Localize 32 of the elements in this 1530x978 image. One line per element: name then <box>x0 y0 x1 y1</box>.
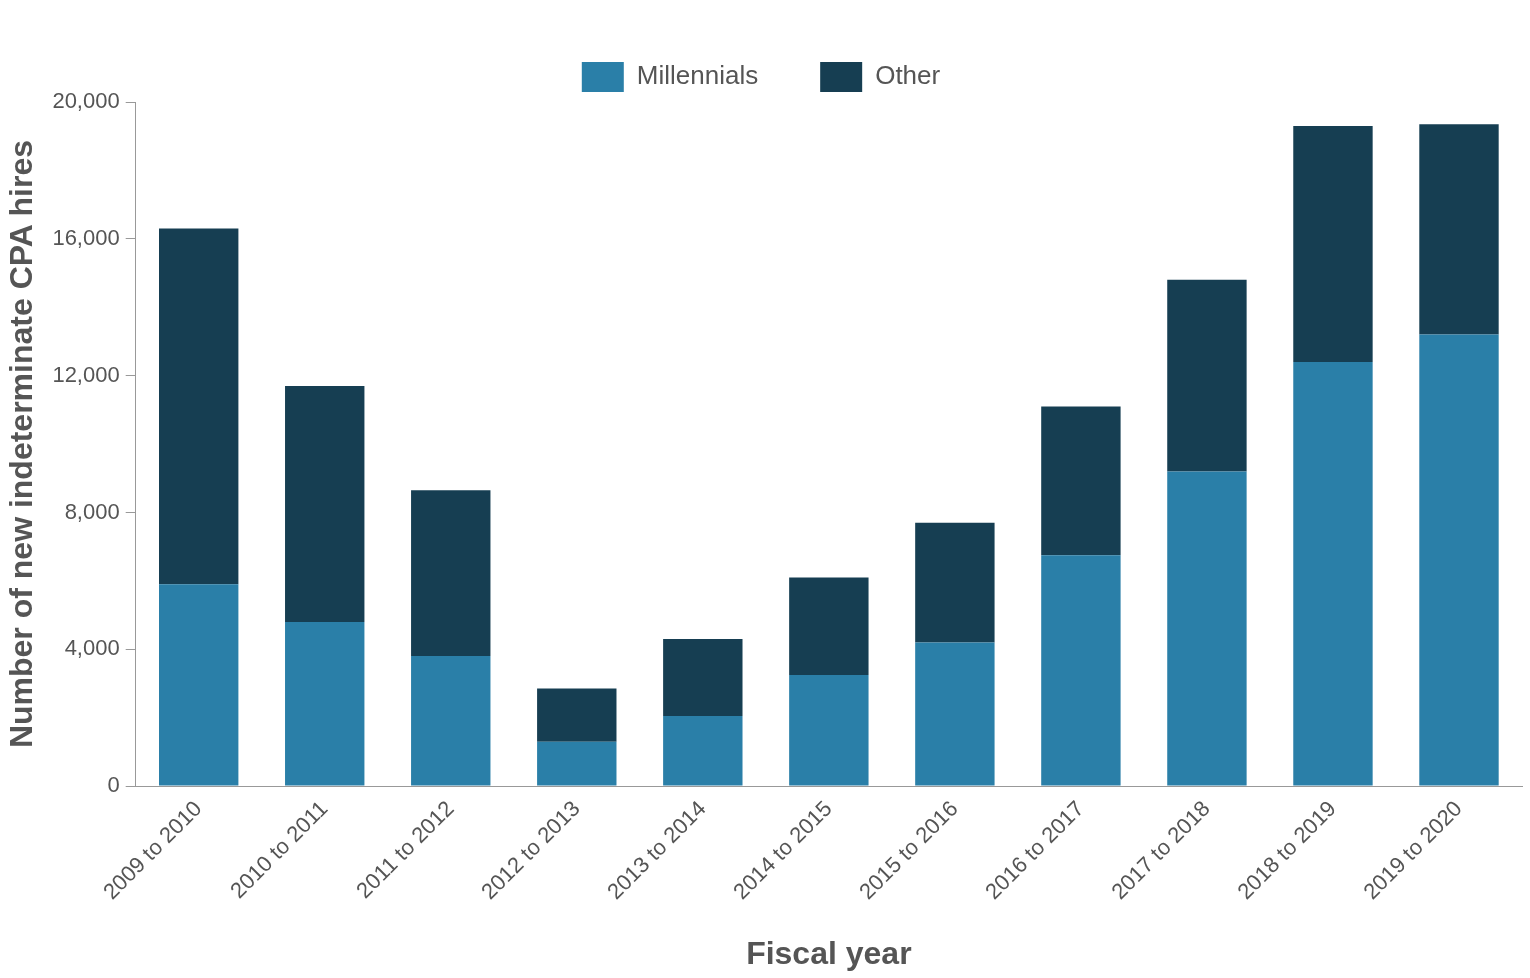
bar <box>915 522 995 643</box>
bar <box>411 490 491 657</box>
y-axis-title: Number of new indeterminate CPA hires <box>3 140 40 749</box>
bar <box>1293 125 1373 362</box>
bar <box>789 674 869 786</box>
y-tick-label: 12,000 <box>52 361 120 387</box>
y-tick-label: 8,000 <box>64 498 120 524</box>
y-tick-label: 20,000 <box>52 88 120 114</box>
bar <box>1167 279 1247 472</box>
bar <box>1041 555 1121 786</box>
x-axis-title: Fiscal year <box>746 934 912 971</box>
bar <box>1167 471 1247 786</box>
bar <box>537 688 617 742</box>
legend-label: Other <box>875 60 941 91</box>
y-tick-label: 16,000 <box>52 224 120 250</box>
bar <box>789 577 869 675</box>
bar <box>1293 361 1373 786</box>
bar <box>537 741 617 786</box>
bar <box>285 385 365 622</box>
bar <box>411 656 491 786</box>
bar <box>1419 334 1499 786</box>
bar <box>1419 124 1499 335</box>
bar <box>159 228 239 585</box>
bar <box>285 621 365 786</box>
y-tick-label: 4,000 <box>64 635 120 661</box>
y-tick-label: 0 <box>107 772 120 798</box>
bar <box>915 642 995 786</box>
bar <box>159 584 239 786</box>
bar <box>1041 406 1121 556</box>
bar <box>663 715 743 786</box>
bar <box>663 639 743 716</box>
legend-label: Millennials <box>636 60 759 91</box>
